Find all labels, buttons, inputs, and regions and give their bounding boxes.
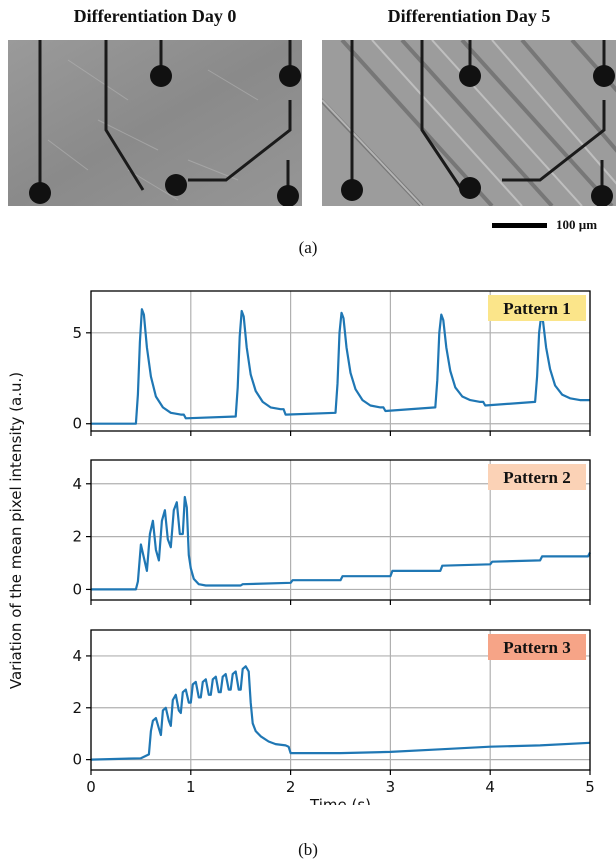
panel-label: Pattern 3	[503, 638, 571, 657]
panel-label-box	[488, 295, 586, 321]
caption-b: (b)	[298, 840, 318, 859]
x-tick-label: 5	[585, 778, 595, 796]
micrograph-day5	[322, 40, 616, 206]
caption-a: (a)	[298, 238, 318, 257]
panel-label-box	[488, 464, 586, 490]
y-tick-label: 0	[72, 580, 82, 598]
micro-right-title: Differentiation Day 5	[387, 6, 551, 26]
x-tick-label: 3	[386, 778, 396, 796]
y-tick-label: 0	[72, 415, 82, 433]
x-axis-label: Time (s)	[309, 796, 371, 805]
panel-frame	[90, 459, 591, 601]
scale-bar	[492, 223, 547, 228]
y-tick-label: 4	[72, 475, 82, 493]
y-tick-label: 2	[72, 528, 82, 546]
x-tick-label: 0	[86, 778, 96, 796]
series-line-pattern-3	[90, 665, 591, 761]
x-tick-label: 1	[186, 778, 196, 796]
series-line-pattern-1	[91, 308, 590, 425]
y-tick-label: 0	[72, 751, 82, 769]
y-tick-label: 4	[72, 647, 82, 665]
y-tick-label: 5	[72, 324, 82, 342]
panel-label-box	[488, 634, 586, 660]
y-axis-label: Variation of the mean pixel intensity (a…	[7, 372, 25, 689]
y-tick-label: 2	[72, 699, 82, 717]
panel-label: Pattern 2	[503, 468, 571, 487]
x-tick-label: 4	[485, 778, 495, 796]
line-chart: 0 5 Pattern 1 0 2 4 Pattern 2 0 2 4 Pattern 3 0 1 2 3 4…	[7, 290, 595, 805]
micrograph-day0	[8, 40, 302, 206]
panel-frame	[90, 629, 591, 771]
series-line-pattern-2	[91, 495, 591, 591]
panel-label: Pattern 1	[503, 299, 571, 318]
x-tick-label: 2	[286, 778, 296, 796]
micro-left-title: Differentiation Day 0	[73, 6, 237, 26]
panel-frame	[90, 290, 591, 432]
scale-bar-label: 100 µm	[556, 217, 598, 232]
